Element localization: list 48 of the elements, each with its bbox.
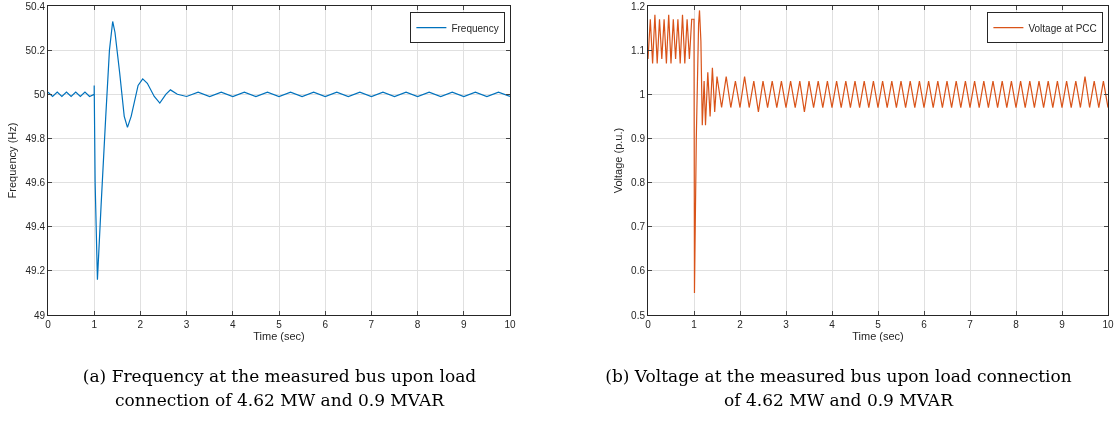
x-tick-label: 5	[875, 319, 882, 330]
y-tick-label: 1.1	[631, 44, 646, 56]
y-tick-label: 49.4	[25, 221, 46, 233]
x-tick-label: 0	[645, 319, 652, 330]
x-tick-label: 9	[461, 319, 468, 330]
y-tick-label: 49.2	[25, 265, 46, 277]
x-tick-label: 3	[783, 319, 790, 330]
y-tick-label: 49.6	[25, 177, 46, 189]
x-tick-label: 10	[1102, 319, 1114, 330]
x-axis-title: Time (sec)	[253, 330, 305, 342]
x-tick-label: 10	[504, 319, 516, 330]
legend-label: Frequency	[451, 22, 499, 34]
x-tick-label: 1	[91, 319, 98, 330]
y-axis-title: Voltage (p.u.)	[611, 127, 624, 194]
y-tick-label: 50.4	[25, 0, 46, 12]
x-tick-label: 7	[967, 319, 974, 330]
x-tick-label: 1	[691, 319, 698, 330]
y-tick-label: 49	[33, 309, 46, 321]
y-tick-label: 0.5	[631, 309, 646, 321]
y-tick-label: 0.7	[631, 221, 646, 233]
x-axis-title: Time (sec)	[852, 330, 904, 342]
y-tick-label: 1.2	[631, 0, 646, 12]
x-tick-label: 8	[414, 319, 421, 330]
y-tick-label: 50.2	[25, 44, 46, 56]
y-tick-label: 1	[639, 88, 646, 100]
y-tick-label: 49.8	[25, 132, 46, 144]
y-axis-title: Frequency (Hz)	[6, 122, 19, 199]
x-tick-label: 2	[137, 319, 144, 330]
x-tick-label: 8	[1013, 319, 1020, 330]
y-tick-label: 0.9	[631, 132, 646, 144]
line-series	[48, 20, 510, 281]
x-tick-label: 3	[183, 319, 190, 330]
x-tick-label: 2	[737, 319, 744, 330]
x-tick-label: 9	[1059, 319, 1066, 330]
y-tick-label: 0.8	[631, 177, 646, 189]
x-tick-label: 6	[921, 319, 928, 330]
x-tick-label: 0	[45, 319, 52, 330]
x-tick-label: 4	[829, 319, 836, 330]
legend-label: Voltage at PCC	[1028, 22, 1097, 34]
x-tick-label: 7	[368, 319, 375, 330]
text: (b) Voltage at the measured bus upon load connection of 4.62 MW and 0.9 MVAR	[604, 365, 1073, 412]
y-tick-label: 50	[33, 88, 46, 100]
x-tick-label: 5	[276, 319, 283, 330]
x-tick-label: 6	[322, 319, 329, 330]
line-series	[648, 9, 1108, 294]
x-tick-label: 4	[230, 319, 237, 330]
text: (a) Frequency at the measured bus upon load connection of 4.62 MW and 0.9 MVAR	[81, 365, 478, 412]
y-tick-label: 0.6	[631, 265, 646, 277]
